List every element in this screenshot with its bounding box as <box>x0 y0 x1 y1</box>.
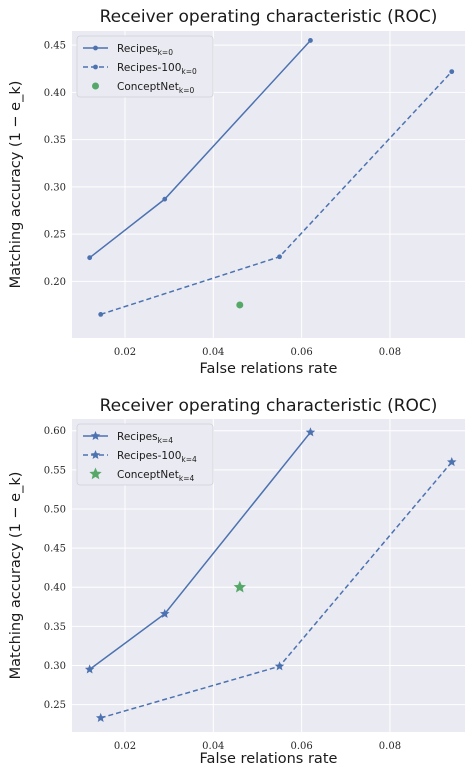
legend-marker <box>92 82 99 90</box>
series-1 <box>84 427 316 674</box>
y-tick-label: 0.30 <box>44 661 66 672</box>
series-1 <box>87 38 313 261</box>
x-axis-label: False relations rate <box>200 361 338 377</box>
y-tick-label: 0.45 <box>44 41 66 52</box>
x-tick-label: 0.08 <box>379 741 401 752</box>
legend-box <box>76 423 214 486</box>
x-tick-label: 0.04 <box>202 347 224 358</box>
y-tick-label: 0.35 <box>44 135 66 146</box>
legend-marker <box>89 467 102 480</box>
legend-marker <box>93 45 98 51</box>
chart-1: 0.02 0.04 0.06 0.08 0.20 0.25 0.30 0.35 0.40 0.45… <box>8 7 465 377</box>
legend-marker <box>90 431 101 441</box>
y-tick-label: 0.40 <box>44 88 66 99</box>
legend-marker <box>90 450 101 460</box>
data-point <box>95 712 106 722</box>
x-tick-label: 0.06 <box>290 741 312 752</box>
legend-label: ConceptNetk=0 <box>117 81 194 95</box>
legend-subscript: k=4 <box>158 436 174 445</box>
chart-2: 0.02 0.04 0.06 0.08 0.25 0.30 0.35 0.40 0.45 0.50… <box>8 396 465 767</box>
legend-subscript: k=0 <box>181 67 197 76</box>
chart-title: Receiver operating characteristic (ROC) <box>100 7 438 27</box>
data-point <box>233 580 246 593</box>
data-point <box>162 196 168 202</box>
legend-subscript: k=4 <box>179 474 195 483</box>
data-point <box>305 427 316 437</box>
chart-title: Receiver operating characteristic (ROC) <box>100 396 438 416</box>
x-tick-label: 0.08 <box>379 347 401 358</box>
y-tick-label: 0.35 <box>44 622 66 633</box>
y-axis-label: Matching accuracy (1 − e_k) <box>8 81 24 289</box>
y-tick-label: 0.55 <box>44 465 66 476</box>
legend-label: ConceptNetk=4 <box>117 469 194 483</box>
y-tick-label: 0.25 <box>44 230 66 241</box>
y-tick-label: 0.60 <box>44 426 66 437</box>
legend-subscript: k=4 <box>181 455 197 464</box>
x-tick-label: 0.02 <box>114 741 136 752</box>
y-tick-label: 0.50 <box>44 504 66 515</box>
data-point <box>449 69 455 75</box>
data-point <box>277 254 282 260</box>
data-point <box>274 661 285 671</box>
data-point <box>87 255 93 261</box>
legend-subscript: k=0 <box>158 48 174 57</box>
series-2 <box>95 457 457 722</box>
y-axis-label: Matching accuracy (1 − e_k) <box>8 472 24 680</box>
x-tick-label: 0.02 <box>114 347 136 358</box>
data-point <box>159 608 170 618</box>
legend-label: Recipes-100k=0 <box>117 62 197 76</box>
data-point <box>98 311 104 317</box>
data-point <box>84 664 95 674</box>
series-3 <box>233 580 246 593</box>
series-3 <box>236 301 244 309</box>
x-tick-label: 0.04 <box>202 741 224 752</box>
x-tick-label: 0.06 <box>290 347 312 358</box>
legend-subscript: k=0 <box>179 86 195 95</box>
y-tick-label: 0.45 <box>44 544 66 555</box>
y-tick-label: 0.40 <box>44 583 66 594</box>
data-point <box>308 38 313 43</box>
legend-marker <box>93 64 98 70</box>
y-tick-label: 0.20 <box>44 277 66 288</box>
x-axis-label: False relations rate <box>200 751 338 767</box>
legend-box <box>76 35 214 98</box>
data-point <box>447 457 457 467</box>
legend-label: Recipes-100k=4 <box>117 450 197 464</box>
series-2 <box>98 69 455 317</box>
y-tick-label: 0.30 <box>44 182 66 193</box>
y-tick-label: 0.25 <box>44 700 66 711</box>
data-point <box>236 301 244 309</box>
